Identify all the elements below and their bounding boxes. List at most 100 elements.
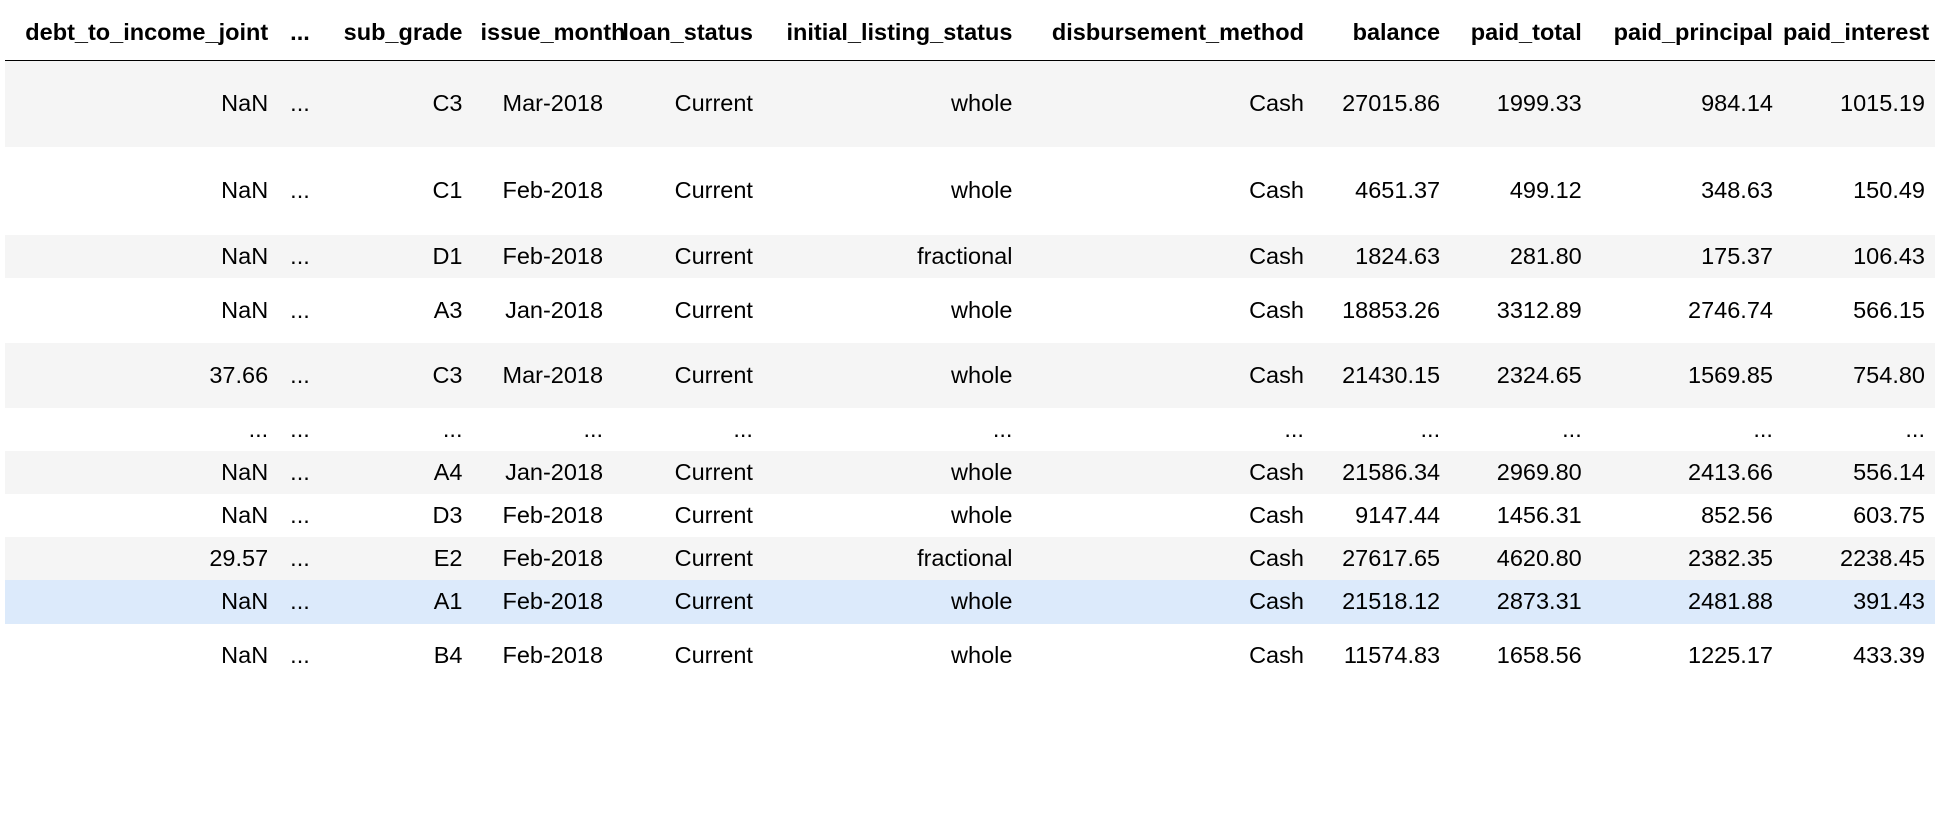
cell-paid-principal: 2481.88 <box>1688 588 1773 614</box>
cell-initial-listing-status: fractional <box>917 544 1013 571</box>
cell-sub-grade: A3 <box>433 296 463 323</box>
cell-ellipsis: ... <box>290 177 310 203</box>
cell-paid-total: 1658.56 <box>1496 642 1582 668</box>
dataframe-table: debt_to_income_joint ... sub_grade issue… <box>5 0 1935 688</box>
cell-balance: 1824.63 <box>1355 242 1441 269</box>
cell-initial-listing-status: whole <box>951 501 1013 528</box>
cell-paid-principal: 2382.35 <box>1688 544 1773 571</box>
cell-debt-to-income-joint: ... <box>248 415 269 442</box>
cell-issue-month: Feb-2018 <box>502 588 604 614</box>
cell-debt-to-income-joint: NaN <box>221 296 269 323</box>
cell-balance: ... <box>1420 415 1441 442</box>
cell-ellipsis: ... <box>290 415 310 442</box>
cell-ellipsis: ... <box>290 458 310 485</box>
cell-disbursement-method: Cash <box>1249 296 1304 323</box>
column-header-paid-principal: paid_principal <box>1591 0 1783 61</box>
cell-disbursement-method: Cash <box>1249 588 1304 614</box>
cell-balance: 21586.34 <box>1342 458 1441 485</box>
column-header-loan-status: loan_status <box>621 0 771 61</box>
cell-loan-status: Current <box>674 177 753 203</box>
cell-paid-total: 2969.80 <box>1496 458 1582 485</box>
cell-paid-principal: 2746.74 <box>1688 296 1773 323</box>
cell-paid-interest: 150.49 <box>1853 177 1925 203</box>
cell-issue-month: Jan-2018 <box>505 458 604 485</box>
column-header-debt-to-income-joint: debt_to_income_joint <box>5 0 287 61</box>
cell-paid-interest: 566.15 <box>1853 296 1925 323</box>
cell-sub-grade: ... <box>442 415 463 442</box>
column-header-issue-month: issue_month <box>480 0 625 61</box>
cell-debt-to-income-joint: NaN <box>221 588 269 614</box>
table-row: NaN... C1 Feb-2018 Current whole Cash 4651.37 4… <box>5 146 1935 235</box>
cell-debt-to-income-joint: NaN <box>221 242 269 269</box>
column-header-balance: balance <box>1321 0 1451 61</box>
cell-paid-principal: 984.14 <box>1701 90 1773 117</box>
cell-paid-total: 2873.31 <box>1496 588 1582 614</box>
cell-initial-listing-status: whole <box>951 588 1013 614</box>
cell-sub-grade: C1 <box>432 177 463 203</box>
cell-initial-listing-status: whole <box>951 296 1013 323</box>
cell-issue-month: Jan-2018 <box>505 296 604 323</box>
cell-paid-total: 1999.33 <box>1496 90 1582 117</box>
cell-disbursement-method: Cash <box>1249 361 1304 388</box>
cell-paid-principal: 348.63 <box>1701 177 1773 203</box>
cell-paid-interest: 556.14 <box>1853 458 1925 485</box>
table-row: 29.57... E2 Feb-2018 Current fractional Cash 2… <box>5 536 1935 580</box>
cell-paid-interest: 433.39 <box>1853 642 1925 668</box>
cell-initial-listing-status: ... <box>992 415 1013 442</box>
cell-debt-to-income-joint: NaN <box>221 458 269 485</box>
cell-paid-interest: 391.43 <box>1853 588 1925 614</box>
cell-paid-principal: ... <box>1753 415 1773 442</box>
cell-paid-interest: 603.75 <box>1853 501 1925 528</box>
cell-disbursement-method: Cash <box>1249 642 1304 668</box>
column-header-sub-grade: sub_grade <box>331 0 481 61</box>
cell-paid-total: 3312.89 <box>1496 296 1582 323</box>
cell-initial-listing-status: whole <box>951 642 1013 668</box>
cell-initial-listing-status: whole <box>951 361 1013 388</box>
cell-initial-listing-status: whole <box>951 177 1013 203</box>
table-row: NaN... A4 Jan-2018 Current whole Cash 21586.34… <box>5 450 1935 494</box>
cell-disbursement-method: Cash <box>1249 501 1304 528</box>
cell-sub-grade: C3 <box>432 90 463 117</box>
cell-sub-grade: E2 <box>433 544 463 571</box>
cell-debt-to-income-joint: NaN <box>221 501 269 528</box>
cell-paid-principal: 852.56 <box>1701 501 1773 528</box>
table-row: NaN... A3 Jan-2018 Current whole Cash 18853.26… <box>5 277 1935 343</box>
cell-initial-listing-status: whole <box>951 90 1013 117</box>
cell-balance: 21430.15 <box>1342 361 1441 388</box>
cell-ellipsis: ... <box>290 501 310 528</box>
cell-balance: 27015.86 <box>1342 90 1441 117</box>
cell-disbursement-method: Cash <box>1249 177 1304 203</box>
cell-debt-to-income-joint: NaN <box>221 642 269 668</box>
cell-ellipsis: ... <box>290 544 310 571</box>
column-header-initial-listing-status: initial_listing_status <box>770 0 1031 61</box>
cell-paid-total: 4620.80 <box>1496 544 1582 571</box>
cell-initial-listing-status: whole <box>951 458 1013 485</box>
column-header-paid-total: paid_total <box>1450 0 1592 61</box>
cell-loan-status: Current <box>674 296 753 323</box>
cell-ellipsis: ... <box>290 642 310 668</box>
cell-disbursement-method: Cash <box>1249 90 1304 117</box>
cell-paid-total: 281.80 <box>1509 242 1582 269</box>
cell-paid-interest: 106.43 <box>1853 242 1925 269</box>
cell-loan-status: Current <box>674 544 753 571</box>
cell-balance: 21518.12 <box>1342 588 1441 614</box>
cell-loan-status: ... <box>733 415 753 442</box>
cell-sub-grade: C3 <box>432 361 463 388</box>
cell-issue-month: Feb-2018 <box>502 242 604 269</box>
cell-debt-to-income-joint: 37.66 <box>209 361 269 388</box>
cell-paid-interest: 1015.19 <box>1840 90 1925 117</box>
cell-initial-listing-status: fractional <box>917 242 1013 269</box>
cell-paid-total: 499.12 <box>1509 177 1582 203</box>
cell-paid-interest: ... <box>1905 415 1925 442</box>
column-header-disbursement-method: disbursement_method <box>1030 0 1322 61</box>
cell-balance: 9147.44 <box>1355 501 1441 528</box>
cell-balance: 18853.26 <box>1342 296 1441 323</box>
cell-loan-status: Current <box>674 642 753 668</box>
cell-balance: 11574.83 <box>1343 642 1441 668</box>
cell-debt-to-income-joint: NaN <box>221 90 269 117</box>
cell-issue-month: Feb-2018 <box>502 177 604 203</box>
column-header-ellipsis: ... <box>286 0 332 61</box>
cell-issue-month: Mar-2018 <box>502 90 604 117</box>
cell-disbursement-method: Cash <box>1249 544 1304 571</box>
cell-ellipsis: ... <box>290 588 310 614</box>
